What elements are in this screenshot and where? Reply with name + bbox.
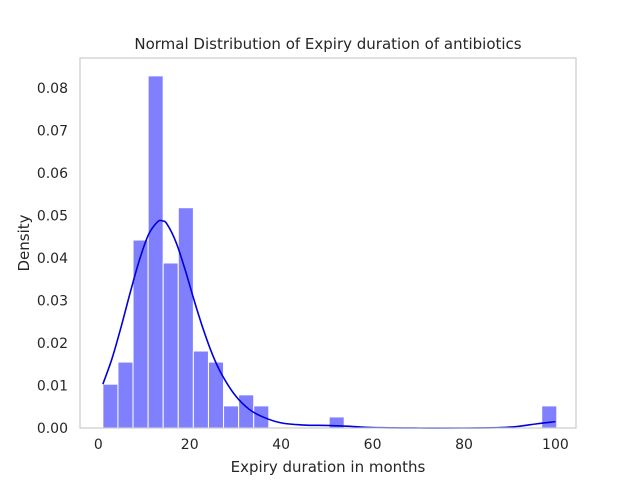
histogram-bar-1 — [117, 361, 134, 429]
histogram-bar-6 — [192, 350, 209, 429]
y-tick-label-3: 0.03 — [37, 293, 68, 309]
histogram-bar-3 — [147, 75, 164, 429]
x-tick-label-5: 100 — [542, 437, 569, 453]
y-tick-label-8: 0.08 — [37, 81, 68, 97]
y-tick-label-6: 0.06 — [37, 166, 68, 182]
y-tick-label-4: 0.04 — [37, 251, 68, 267]
histogram-bar-4 — [162, 262, 179, 429]
y-axis-label: Density — [15, 214, 33, 271]
y-tick-label-2: 0.02 — [37, 336, 68, 352]
histogram-bars — [102, 75, 558, 429]
x-axis-label: Expiry duration in months — [231, 458, 426, 476]
chart-title: Normal Distribution of Expiry duration o… — [134, 35, 521, 53]
y-tick-label-1: 0.01 — [37, 378, 68, 394]
x-tick-label-2: 40 — [272, 437, 290, 453]
y-axis-ticks: 0.00 0.01 0.02 0.03 0.04 0.05 0.06 0.07 0.08 — [37, 81, 68, 437]
y-tick-label-5: 0.05 — [37, 208, 68, 224]
histogram-bar-12 — [541, 405, 558, 429]
y-tick-label-0: 0.00 — [37, 421, 68, 437]
x-tick-label-3: 60 — [364, 437, 382, 453]
histogram-bar-0 — [102, 383, 119, 429]
x-tick-label-4: 80 — [455, 437, 473, 453]
histogram-bar-2 — [132, 239, 149, 429]
x-tick-label-0: 0 — [94, 437, 103, 453]
histogram-bar-5 — [177, 207, 194, 429]
histogram-bar-8 — [223, 405, 240, 429]
plot-frame — [79, 57, 577, 429]
x-axis-ticks: 0 20 40 60 80 100 — [94, 437, 569, 453]
x-tick-label-1: 20 — [181, 437, 199, 453]
y-tick-label-7: 0.07 — [37, 123, 68, 139]
